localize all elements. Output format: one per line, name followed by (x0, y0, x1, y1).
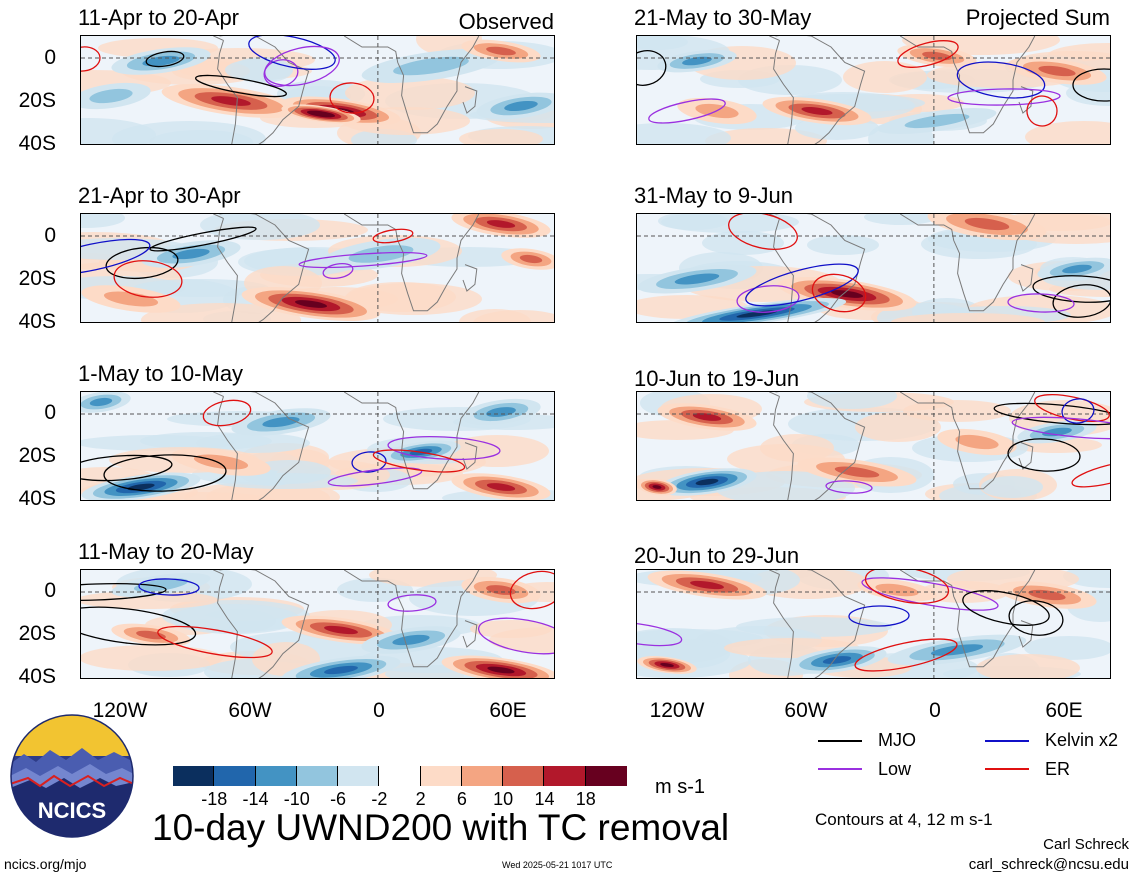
lon-label: 60E (489, 699, 527, 722)
low-legend-line (818, 768, 862, 770)
projected-sum-label: Projected Sum (965, 5, 1110, 30)
panel-title-left-4: 11-May to 20-May (78, 539, 254, 564)
lat-label: 40S (18, 132, 56, 155)
map-panel (80, 569, 555, 679)
colorbar-cell (379, 766, 421, 786)
colorbar-tick-label: 2 (415, 789, 426, 809)
lat-label: 0 (44, 579, 56, 602)
map-panel (636, 569, 1111, 679)
wind-anomaly-field (81, 392, 554, 500)
map-panel (80, 213, 555, 323)
lat-label: 20S (18, 267, 56, 290)
lon-label: 0 (929, 699, 941, 722)
logo-text: NCICS (38, 798, 106, 823)
wind-anomaly-field (637, 214, 1110, 322)
map-panel (636, 391, 1111, 501)
kelvin-legend-label: Kelvin x2 (1045, 730, 1119, 750)
lon-label: 60W (228, 699, 272, 722)
panel-title-right-2: 31-May to 9-Jun (634, 183, 793, 208)
er-legend-label: ER (1045, 759, 1071, 779)
lat-label: 0 (44, 401, 56, 424)
colorbar-cell (296, 766, 339, 786)
lat-label: 40S (18, 487, 56, 510)
panel-title-left-2: 21-Apr to 30-Apr (78, 183, 241, 208)
colorbar-cell (338, 766, 380, 786)
author-email[interactable]: carl_schreck@ncsu.edu (968, 856, 1129, 873)
author: Carl Schreck (1043, 836, 1129, 853)
colorbar-tick-label: 6 (456, 789, 467, 809)
lat-label: 20S (18, 622, 56, 645)
map-panel (636, 35, 1111, 145)
colorbar-cell (585, 766, 627, 786)
panel-title-right-4: 20-Jun to 29-Jun (634, 543, 800, 568)
colorbar (173, 766, 627, 786)
lat-label: 20S (18, 444, 56, 467)
colorbar-tick-label: 18 (575, 789, 596, 809)
ncics-logo: NCICS (10, 714, 134, 838)
wind-anomaly-field (81, 214, 554, 322)
colorbar-tick-label: -6 (330, 789, 347, 809)
wind-anomaly-field (637, 36, 1110, 144)
colorbar-tick-label: -18 (201, 789, 228, 809)
colorbar-cell (544, 766, 586, 786)
observed-label: Observed (458, 9, 554, 34)
lon-label: 60W (784, 699, 828, 722)
colorbar-tick-label: -10 (283, 789, 310, 809)
colorbar-cell (420, 766, 462, 786)
wind-anomaly-field (81, 570, 554, 678)
lon-label: 60E (1045, 699, 1083, 722)
lon-label: 0 (373, 699, 385, 722)
colorbar-cell (503, 766, 545, 786)
mjo-legend-label: MJO (878, 730, 916, 750)
panel-title-left-1: 11-Apr to 20-Apr (78, 5, 240, 30)
kelvin-legend-line (985, 740, 1029, 742)
site-link[interactable]: ncics.org/mjo (4, 856, 87, 872)
map-panel (636, 213, 1111, 323)
lat-label: 20S (18, 89, 56, 112)
lat-label: 40S (18, 665, 56, 688)
low-legend-label: Low (878, 759, 912, 779)
timestamp: Wed 2025-05-21 1017 UTC (502, 860, 613, 870)
colorbar-cell (255, 766, 297, 786)
panel-title-right-1: 21-May to 30-May (634, 5, 812, 30)
wind-anomaly-field (637, 392, 1110, 500)
contours-note: Contours at 4, 12 m s-1 (815, 810, 993, 829)
lon-label: 120W (649, 699, 705, 722)
map-panel (80, 391, 555, 501)
colorbar-tick-label: 14 (534, 789, 555, 809)
colorbar-units: m s-1 (655, 776, 705, 798)
wind-anomaly-field (637, 570, 1110, 678)
colorbar-cell (214, 766, 256, 786)
lon-label: 120W (92, 699, 148, 722)
panel-title-right-3: 10-Jun to 19-Jun (634, 366, 800, 391)
colorbar-tick-label: -2 (371, 789, 388, 809)
colorbar-tick-label: 10 (493, 789, 514, 809)
er-legend-line (985, 768, 1029, 770)
lat-label: 0 (44, 46, 56, 69)
colorbar-cell (173, 766, 215, 786)
map-panel (80, 35, 555, 145)
panel-title-left-3: 1-May to 10-May (78, 361, 244, 386)
wind-anomaly-field (81, 36, 554, 144)
colorbar-tick-label: -14 (242, 789, 269, 809)
lat-label: 0 (44, 224, 56, 247)
mjo-legend-line (818, 740, 862, 742)
lat-label: 40S (18, 310, 56, 333)
colorbar-cell (461, 766, 504, 786)
main-title: 10-day UWND200 with TC removal (152, 807, 730, 848)
